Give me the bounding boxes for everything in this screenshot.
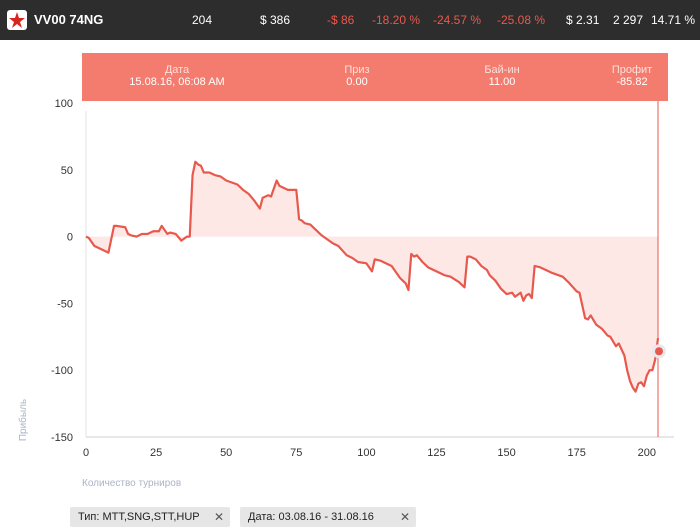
tooltip-buyin-value: 11.00 [488,76,516,88]
pokerstars-logo-icon [7,10,27,30]
x-tick-label: 200 [638,447,656,459]
tooltip-prize-value: 0.00 [346,76,368,88]
stat-avg-roi: -24.57 % [433,13,482,27]
filter-chip-date[interactable]: Дата: 03.08.16 - 31.08.16 ✕ [240,507,416,527]
remove-type-filter-icon[interactable]: ✕ [213,510,224,524]
x-tick-label: 75 [290,447,302,459]
chart-svg: 100 50 0 -50 -100 -150 0 25 50 75 100 125 150 175 200 К… [17,98,674,489]
x-tick-label: 175 [568,447,586,459]
x-tick-label: 25 [150,447,162,459]
filter-type-label: Тип: MTT,SNG,STT,HUP [78,511,200,523]
y-tick-label: -150 [51,432,73,444]
profit-line [85,160,660,393]
tooltip-prize: Приз 0.00 [322,64,392,88]
stat-total-roi: -25.08 % [497,13,546,27]
x-tick-label: 150 [497,447,515,459]
x-tick-label: 125 [427,447,445,459]
tooltip-date-label: Дата [164,64,190,76]
y-tick-label: 50 [61,165,73,177]
stat-roi: -18.20 % [372,13,421,27]
profit-chart: 100 50 0 -50 -100 -150 0 25 50 75 100 125 150 175 200 К… [0,40,700,500]
stat-buyin-total: $ 386 [260,13,291,27]
stat-avg-field: 2 297 [613,13,644,27]
stat-tournaments: 204 [192,13,213,27]
tooltip-buyin-label: Бай-ин [484,64,520,76]
profit-area-fill [86,161,658,392]
tooltip-profit-value: -85.82 [616,76,648,88]
tooltip-date: Дата 15.08.16, 06:08 AM [122,64,232,88]
stat-profit: -$ 86 [327,13,355,27]
tooltip-profit: Профит -85.82 [597,64,667,88]
y-tick-label: -50 [57,298,73,310]
tooltip-buyin: Бай-ин 11.00 [467,64,537,88]
tooltip-date-value: 15.08.16, 06:08 AM [129,76,225,88]
stats-header: VV00 74NG 204 $ 386 -$ 86 -18.20 % -24.5… [0,0,700,40]
player-name: VV00 74NG [34,12,104,27]
stat-itm: 14.71 % [651,13,696,27]
x-tick-label: 50 [220,447,232,459]
remove-date-filter-icon[interactable]: ✕ [399,510,410,524]
y-axis-title: Прибыль [17,399,29,441]
filter-date-label: Дата: 03.08.16 - 31.08.16 [248,511,374,523]
x-tick-label: 100 [357,447,375,459]
y-tick-label: -100 [51,365,73,377]
y-tick-label: 0 [67,232,73,244]
hover-point [655,347,663,356]
chart-tooltip: Дата 15.08.16, 06:08 AM Приз 0.00 Бай-ин… [82,53,668,101]
tooltip-prize-label: Приз [344,64,370,76]
x-axis-title: Количество турниров [82,478,181,489]
x-tick-label: 0 [83,447,89,459]
y-tick-label: 100 [55,98,73,110]
filter-chip-type[interactable]: Тип: MTT,SNG,STT,HUP ✕ [70,507,230,527]
stat-avg-buyin: $ 2.31 [566,13,600,27]
tooltip-profit-label: Профит [611,64,653,76]
